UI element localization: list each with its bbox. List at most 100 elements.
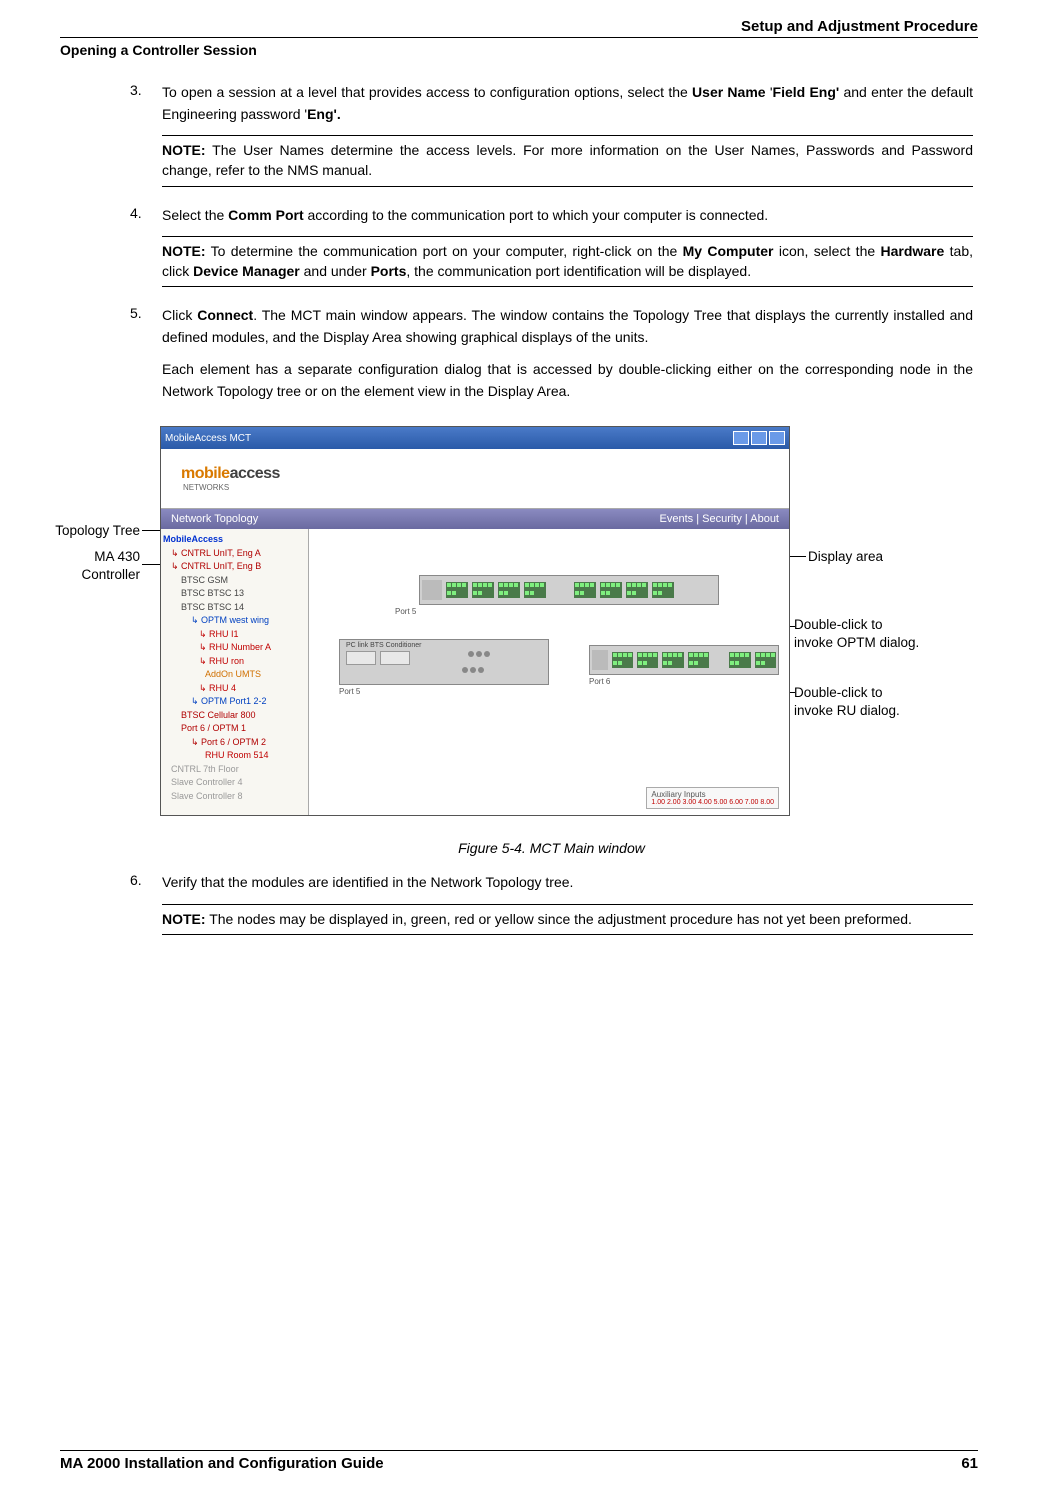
tree-item[interactable]: ↳ OPTM Port1 2-2 [163, 695, 306, 709]
line: invoke OPTM dialog. [794, 634, 919, 652]
figure-caption: Figure 5-4. MCT Main window [130, 840, 973, 856]
bold: Eng'. [307, 106, 341, 122]
tree-item[interactable]: ↳ Port 6 / OPTM 2 [163, 736, 306, 750]
callout-line [142, 530, 162, 531]
tree-item[interactable]: ↳ RHU Number A [163, 641, 306, 655]
subbar-left: Network Topology [171, 513, 258, 525]
bold: Comm Port [228, 207, 303, 223]
line: Double-click to [794, 616, 919, 634]
callout-topology: Topology Tree [20, 522, 140, 540]
t: To determine the communication port on y… [206, 243, 683, 259]
close-button[interactable] [769, 431, 785, 445]
tree-item[interactable]: BTSC Cellular 800 [163, 709, 306, 723]
logo-sub: NETWORKS [183, 483, 280, 492]
tree-item[interactable]: BTSC GSM [163, 574, 306, 588]
b: Ports [371, 263, 407, 279]
step-number: 4. [130, 205, 162, 227]
note-box-2: NOTE: To determine the communication por… [162, 236, 973, 287]
tree-item[interactable]: ↳ RHU I1 [163, 628, 306, 642]
aux-inputs: Auxiliary Inputs 1.00 2.00 3.00 4.00 5.0… [646, 787, 779, 809]
b: Device Manager [193, 263, 300, 279]
text: according to the communication port to w… [304, 207, 769, 223]
step-body: To open a session at a level that provid… [162, 82, 973, 125]
logo-area: mobileaccess NETWORKS [161, 449, 789, 509]
note-box-1: NOTE: The User Names determine the acces… [162, 135, 973, 186]
callout-controller: MA 430 Controller [20, 548, 140, 583]
callout-optm: Double-click to invoke OPTM dialog. [794, 616, 919, 651]
window-body: MobileAccess ↳ CNTRL UnIT, Eng A ↳ CNTRL… [161, 529, 789, 815]
window-titlebar: MobileAccess MCT [161, 427, 789, 449]
callout-line [790, 556, 806, 557]
text: Click [162, 307, 197, 323]
bold: User Name [692, 84, 766, 100]
note-box-3: NOTE: The nodes may be displayed in, gre… [162, 904, 973, 936]
aux-label: Auxiliary Inputs [651, 790, 774, 799]
tree-item[interactable]: Slave Controller 4 [163, 776, 306, 790]
tree-item[interactable]: CNTRL 7th Floor [163, 763, 306, 777]
callout-ru: Double-click to invoke RU dialog. [794, 684, 900, 719]
line: Controller [20, 566, 140, 584]
step-6: 6. Verify that the modules are identifie… [130, 872, 973, 894]
tree-item[interactable]: ↳ RHU 4 [163, 682, 306, 696]
port-label: Port 5 [395, 607, 416, 616]
paragraph: Each element has a separate configuratio… [162, 359, 973, 402]
tree-item[interactable]: Slave Controller 8 [163, 790, 306, 804]
tree-item[interactable]: ↳ CNTRL UnIT, Eng A [163, 547, 306, 561]
ru-unit[interactable] [589, 645, 779, 675]
b: Hardware [880, 243, 944, 259]
footer-title: MA 2000 Installation and Configuration G… [60, 1455, 384, 1472]
text: . The MCT main window appears. The windo… [162, 307, 973, 345]
step-5: 5. Click Connect. The MCT main window ap… [130, 305, 973, 412]
mct-window: MobileAccess MCT mobileaccess NETWORKS N… [160, 426, 790, 816]
logo-part2: access [230, 465, 280, 482]
note-text: The User Names determine the access leve… [162, 142, 973, 178]
maximize-button[interactable] [751, 431, 767, 445]
t: , the communication port identification … [406, 263, 751, 279]
content-area: 3. To open a session at a level that pro… [130, 82, 973, 935]
page-number: 61 [961, 1455, 978, 1472]
port-label: Port 5 [339, 687, 360, 696]
window-title: MobileAccess MCT [165, 433, 251, 444]
step-body: Verify that the modules are identified i… [162, 872, 973, 894]
logo: mobileaccess [181, 465, 280, 483]
optm-unit[interactable] [419, 575, 719, 605]
page-footer: MA 2000 Installation and Configuration G… [60, 1450, 978, 1472]
t: icon, select the [774, 243, 881, 259]
riu-label: PC link BTS Conditioner [342, 642, 421, 649]
port-label: Port 6 [589, 677, 610, 686]
tree-item[interactable]: AddOn UMTS [163, 668, 306, 682]
callout-display: Display area [808, 548, 883, 566]
subbar-right[interactable]: Events | Security | About [660, 513, 779, 525]
line: Double-click to [794, 684, 900, 702]
logo-part1: mobile [181, 465, 230, 482]
note-text: The nodes may be displayed in, green, re… [206, 911, 912, 927]
step-4: 4. Select the Comm Port according to the… [130, 205, 973, 227]
tree-item[interactable]: BTSC BTSC 14 [163, 601, 306, 615]
tree-item[interactable]: ↳ RHU ron [163, 655, 306, 669]
step-3: 3. To open a session at a level that pro… [130, 82, 973, 125]
text: Select the [162, 207, 228, 223]
tree-item[interactable]: BTSC BTSC 13 [163, 587, 306, 601]
tree-item[interactable]: RHU Room 514 [163, 749, 306, 763]
topology-tree[interactable]: MobileAccess ↳ CNTRL UnIT, Eng A ↳ CNTRL… [161, 529, 309, 815]
b: My Computer [683, 243, 774, 259]
line: invoke RU dialog. [794, 702, 900, 720]
text: To open a session at a level that provid… [162, 84, 692, 100]
t: and under [300, 263, 371, 279]
note-label: NOTE: [162, 142, 206, 158]
tree-item[interactable]: ↳ CNTRL UnIT, Eng B [163, 560, 306, 574]
tree-root[interactable]: MobileAccess [163, 533, 306, 547]
line: MA 430 [20, 548, 140, 566]
figure-wrap: Topology Tree MA 430 Controller Display … [30, 426, 1038, 826]
display-area: Port 5 PC link BTS Conditioner Port 5 [309, 529, 789, 815]
section-title: Opening a Controller Session [60, 42, 978, 58]
tree-item[interactable]: Port 6 / OPTM 1 [163, 722, 306, 736]
step-body: Click Connect. The MCT main window appea… [162, 305, 973, 412]
minimize-button[interactable] [733, 431, 749, 445]
bold: Connect [197, 307, 253, 323]
riu-unit[interactable]: PC link BTS Conditioner [339, 639, 549, 685]
text: ' [766, 84, 773, 100]
tree-item[interactable]: ↳ OPTM west wing [163, 614, 306, 628]
step-number: 5. [130, 305, 162, 412]
step-body: Select the Comm Port according to the co… [162, 205, 973, 227]
